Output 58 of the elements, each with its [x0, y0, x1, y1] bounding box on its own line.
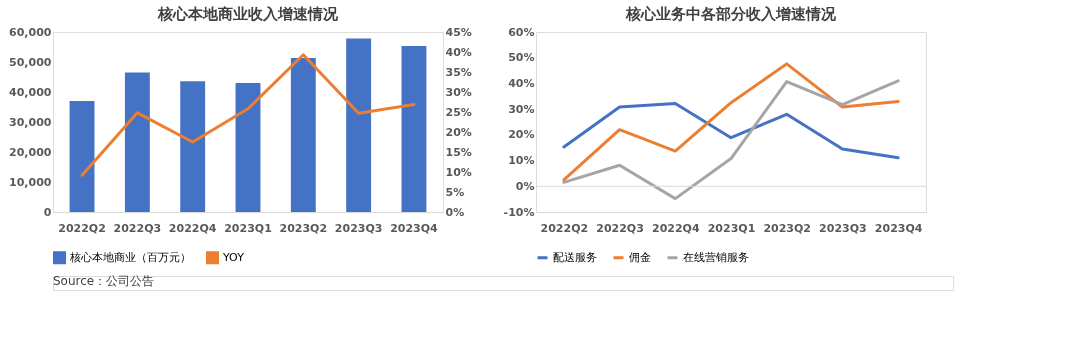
x-tick-label: 2023Q1	[224, 221, 272, 235]
y-tick-label: 30%	[508, 102, 535, 116]
x-tick-label: 2023Q1	[707, 221, 756, 235]
y2-tick-label: 45%	[445, 25, 472, 39]
y2-tick-label: 35%	[445, 65, 472, 79]
x-tick-label: 2022Q2	[540, 221, 589, 235]
line-series	[562, 62, 900, 182]
line-series	[562, 101, 900, 160]
y-tick-label: 40,000	[9, 85, 52, 99]
x-tick-label: 2023Q2	[763, 221, 812, 235]
legend-label: YOY	[222, 250, 245, 264]
line-series	[562, 79, 900, 201]
y-tick-label: 50%	[508, 51, 535, 65]
bar	[346, 38, 372, 212]
y-tick-label: 40%	[508, 76, 535, 90]
x-tick-label: 2023Q3	[819, 221, 867, 235]
x-tick-label: 2023Q4	[874, 221, 923, 235]
x-tick-label: 2022Q3	[596, 221, 644, 235]
y-tick-label: 0	[43, 205, 52, 219]
y-tick-label: 20,000	[9, 145, 52, 159]
y-tick-label: 50,000	[9, 55, 52, 69]
y2-tick-label: 40%	[445, 45, 472, 59]
bar	[124, 72, 150, 212]
y-tick-label: 60,000	[9, 25, 52, 39]
y-tick-label: -10%	[503, 205, 535, 219]
bar	[290, 58, 316, 212]
chart-title: 核心业务中各部分收入增速情况	[625, 5, 837, 23]
y2-tick-label: 25%	[445, 105, 472, 119]
legend-label: 在线营销服务	[683, 250, 749, 264]
y2-tick-label: 10%	[445, 165, 472, 179]
line-series	[80, 53, 416, 177]
y2-tick-label: 15%	[445, 145, 472, 159]
y2-tick-label: 20%	[445, 125, 472, 139]
legend-label: 佣金	[629, 250, 651, 264]
y2-tick-label: 30%	[445, 85, 472, 99]
x-tick-label: 2022Q3	[113, 221, 162, 235]
bar	[235, 83, 261, 212]
x-tick-label: 2022Q2	[58, 221, 106, 235]
y2-tick-label: 0%	[445, 205, 465, 219]
x-tick-label: 2022Q4	[168, 221, 217, 235]
x-tick-label: 2023Q3	[334, 221, 383, 235]
bar	[401, 46, 427, 212]
y-tick-label: 10%	[508, 154, 535, 168]
bar	[180, 81, 206, 212]
x-tick-label: 2022Q4	[651, 221, 700, 235]
source-note: Source：公司公告	[53, 274, 155, 288]
y-tick-label: 20%	[508, 128, 535, 142]
bar	[69, 101, 95, 212]
y2-tick-label: 5%	[445, 185, 465, 199]
legend-label: 核心本地商业（百万元）	[69, 250, 191, 264]
y-tick-label: 60%	[508, 25, 535, 39]
x-tick-label: 2023Q4	[390, 221, 439, 235]
legend-label: 配送服务	[553, 250, 597, 264]
x-tick-label: 2023Q2	[279, 221, 328, 235]
y-tick-label: 10,000	[9, 175, 52, 189]
y-tick-label: 0%	[515, 179, 535, 193]
chart-title: 核心本地商业收入增速情况	[157, 5, 339, 23]
y-tick-label: 30,000	[9, 115, 52, 129]
